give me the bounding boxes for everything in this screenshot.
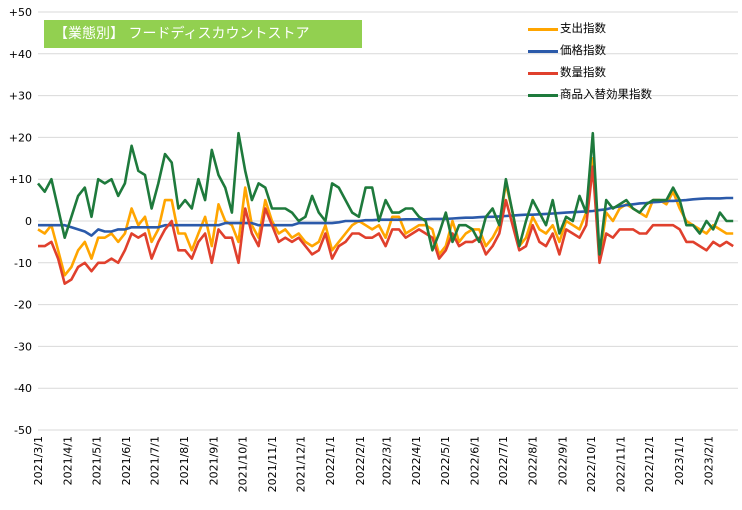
- x-tick-label: 2022/9/1: [556, 436, 569, 485]
- x-tick-label: 2021/7/1: [149, 436, 162, 485]
- y-tick-label: +20: [9, 131, 32, 144]
- y-tick-label: +30: [9, 90, 32, 103]
- y-tick-label: -10: [14, 257, 32, 270]
- legend-label-price: 価格指数: [560, 43, 606, 57]
- series-line-2: [38, 165, 734, 286]
- x-tick-label: 2021/10/1: [236, 436, 249, 492]
- chart-title: 【業態別】 フードディスカウントストア: [44, 20, 362, 48]
- y-tick-label: -30: [14, 340, 32, 353]
- x-tick-label: 2022/12/1: [643, 436, 656, 492]
- x-tick-label: 2023/1/1: [673, 436, 686, 485]
- x-tick-label: 2022/6/1: [468, 436, 481, 485]
- x-tick-label: 2021/11/1: [266, 436, 279, 492]
- x-axis-labels: 2021/3/1 2021/4/1 2021/5/1 2021/6/1 2021/7/1…: [32, 436, 715, 492]
- x-tick-label: 2022/11/1: [615, 436, 628, 492]
- y-tick-label: +40: [9, 48, 32, 61]
- y-tick-label: +10: [9, 173, 32, 186]
- x-tick-label: 2022/1/1: [324, 436, 337, 485]
- x-tick-label: 2021/3/1: [32, 436, 45, 485]
- series-line-0: [37, 157, 734, 277]
- x-tick-label: 2021/9/1: [208, 436, 221, 485]
- series-line-3: [36, 131, 734, 256]
- x-tick-label: 2022/8/1: [527, 436, 540, 485]
- x-tick-label: 2021/12/1: [295, 436, 308, 492]
- y-tick-label: 0: [25, 215, 32, 228]
- x-tick-label: 2021/6/1: [120, 436, 133, 485]
- x-tick-label: 2021/8/1: [178, 436, 191, 485]
- x-tick-label: 2023/2/1: [702, 436, 715, 485]
- x-tick-label: 2021/4/1: [62, 436, 75, 485]
- x-tick-label: 2022/7/1: [497, 436, 510, 485]
- legend-swatch-replacement: [528, 94, 558, 97]
- y-tick-label: -40: [14, 382, 32, 395]
- legend-label-quantity: 数量指数: [560, 65, 606, 79]
- y-tick-label: -20: [14, 299, 32, 312]
- x-tick-label: 2021/5/1: [90, 436, 103, 485]
- legend-swatch-price: [528, 50, 558, 53]
- y-tick-label: +50: [9, 6, 32, 19]
- y-axis-labels: +50 +40 +30 +20 +10 0 -10 -20 -30 -40 -50: [9, 6, 32, 437]
- x-tick-label: 2022/4/1: [410, 436, 423, 485]
- y-tick-label: -50: [14, 424, 32, 437]
- x-tick-label: 2022/2/1: [354, 436, 367, 485]
- legend-label-spending: 支出指数: [560, 21, 606, 35]
- x-tick-label: 2022/5/1: [439, 436, 452, 485]
- series-lines: [36, 131, 734, 286]
- legend-swatch-quantity: [528, 72, 558, 75]
- legend-label-replacement: 商品入替効果指数: [560, 87, 652, 101]
- legend-swatch-spending: [528, 28, 558, 31]
- x-tick-label: 2022/3/1: [381, 436, 394, 485]
- x-tick-label: 2022/10/1: [585, 436, 598, 492]
